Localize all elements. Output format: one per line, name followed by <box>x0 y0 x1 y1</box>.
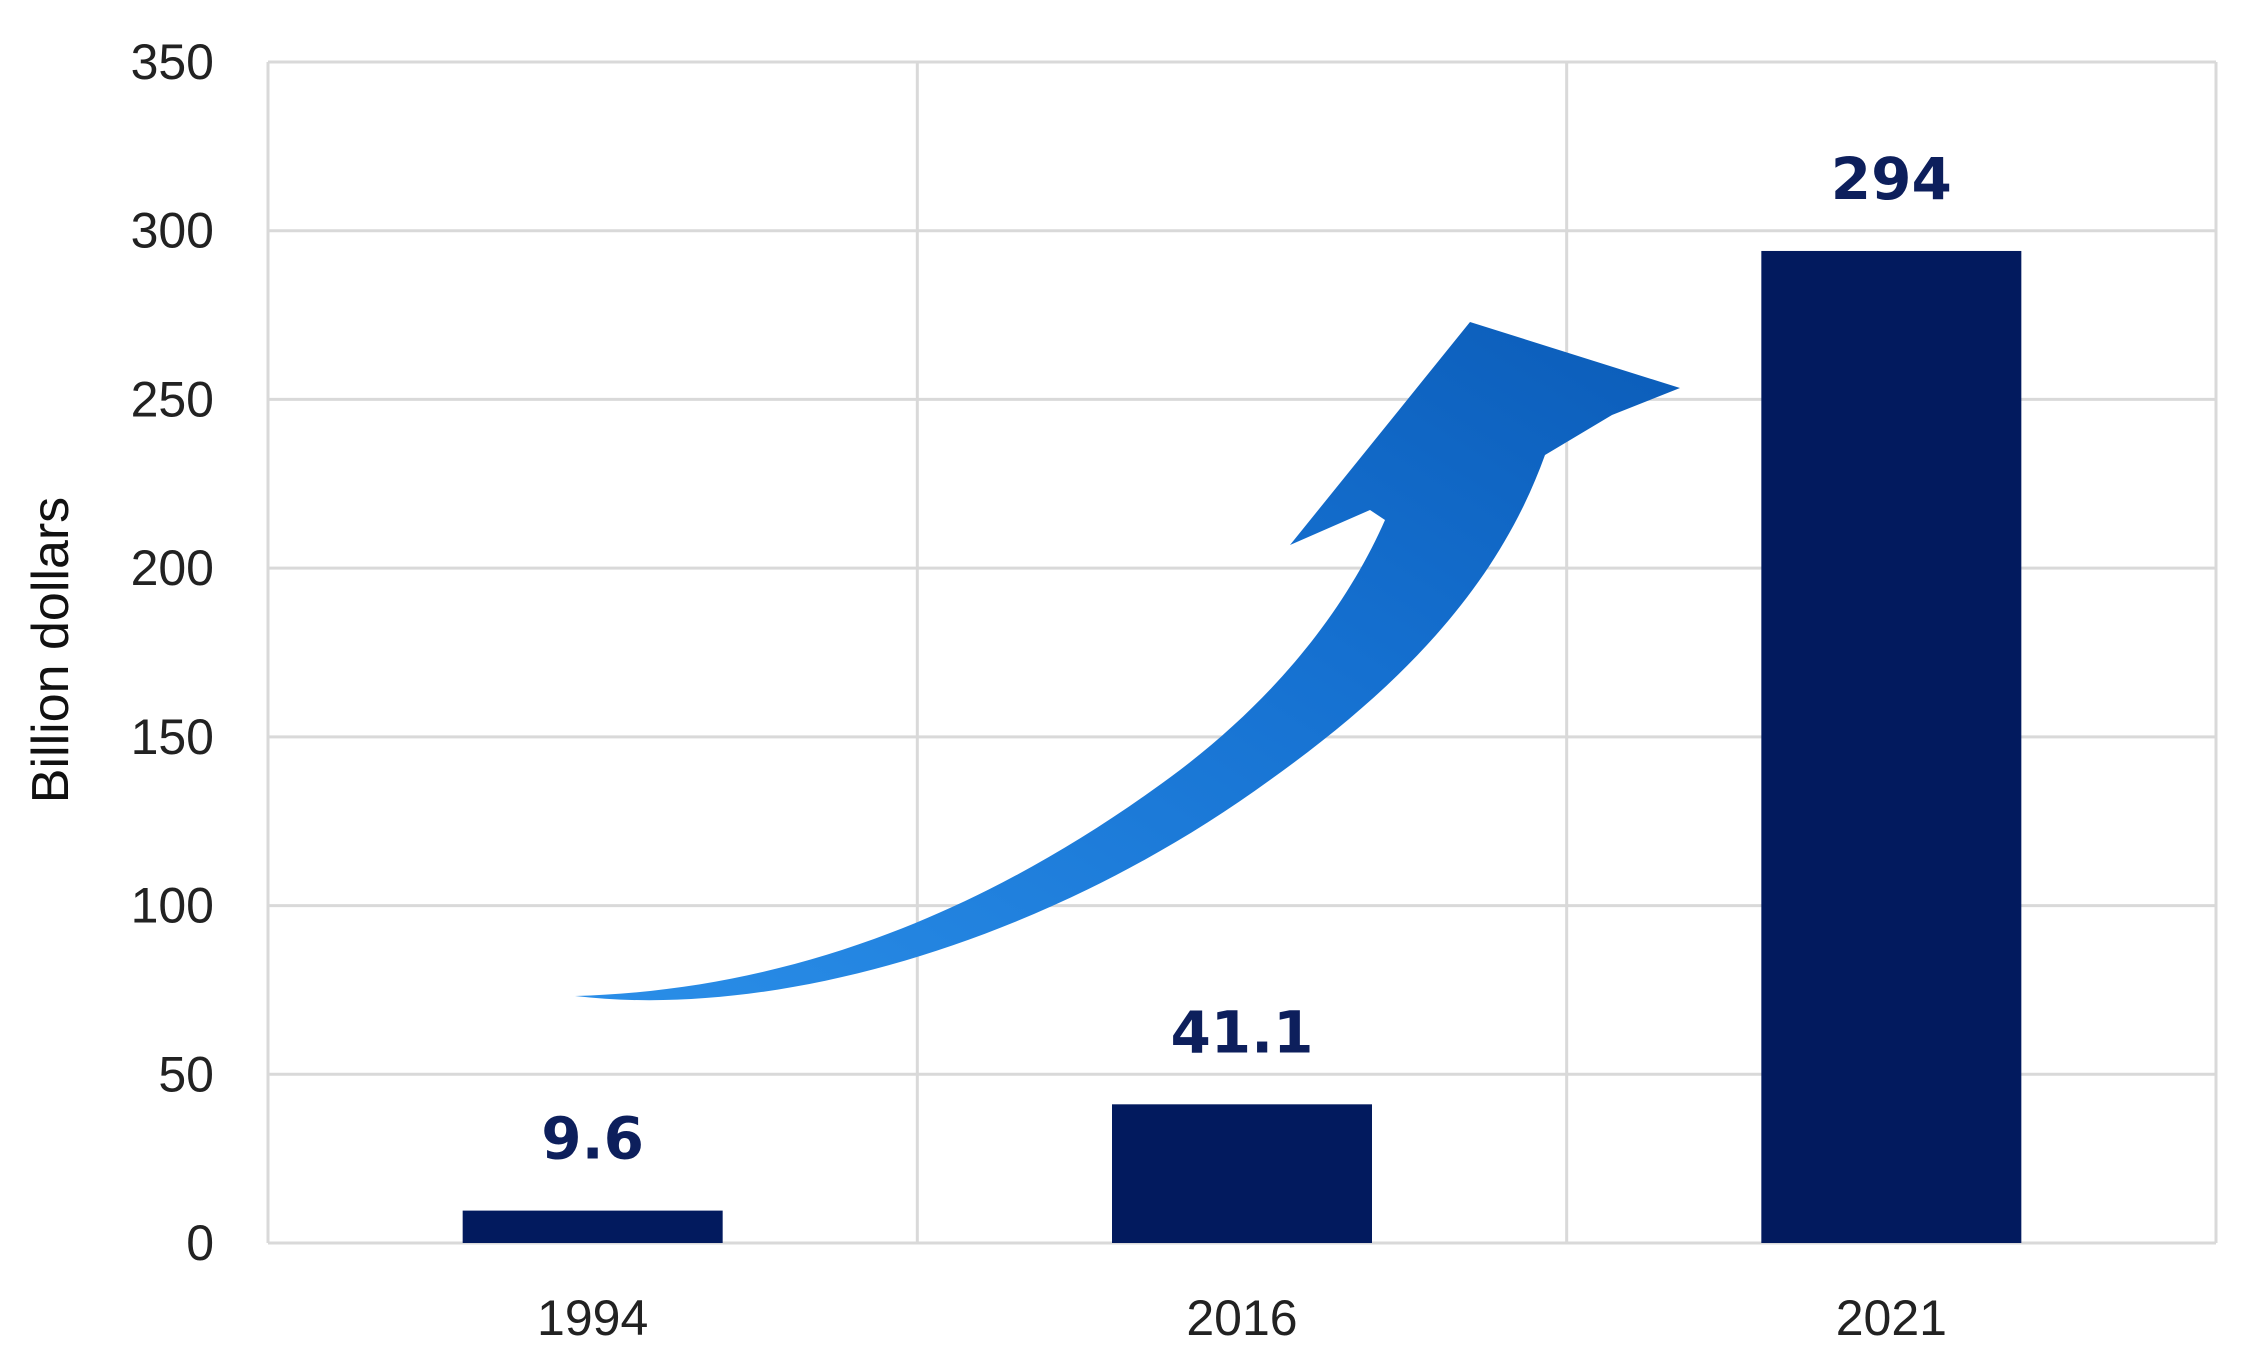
data-label-2016: 41.1 <box>1170 998 1313 1066</box>
growth-arrow-icon <box>575 322 1680 1001</box>
bars <box>462 250 2022 1243</box>
y-axis-title: Billion dollars <box>22 497 80 803</box>
y-tick-label: 200 <box>131 540 214 596</box>
gridlines <box>266 60 2218 1245</box>
y-tick-label: 150 <box>131 709 214 765</box>
y-tick-label: 0 <box>186 1215 214 1271</box>
y-tick-label: 50 <box>158 1046 214 1102</box>
data-label-2021: 294 <box>1831 145 1952 213</box>
bar-2021 <box>1761 250 2022 1243</box>
data-labels: 9.6 41.1 294 <box>541 145 1952 1173</box>
y-tick-label: 350 <box>131 34 214 90</box>
y-tick-label: 100 <box>131 878 214 934</box>
x-tick-label: 2021 <box>1836 1290 1947 1346</box>
bar-1994 <box>462 1210 723 1243</box>
x-tick-label: 2016 <box>1186 1290 1297 1346</box>
data-label-1994: 9.6 <box>541 1105 644 1173</box>
x-axis-ticks: 1994 2016 2021 <box>537 1290 1947 1346</box>
y-axis-ticks: 0 50 100 150 200 250 300 350 <box>131 34 214 1271</box>
y-tick-label: 250 <box>131 371 214 427</box>
x-tick-label: 1994 <box>537 1290 648 1346</box>
y-tick-label: 300 <box>131 203 214 259</box>
bar-2016 <box>1112 1104 1372 1243</box>
